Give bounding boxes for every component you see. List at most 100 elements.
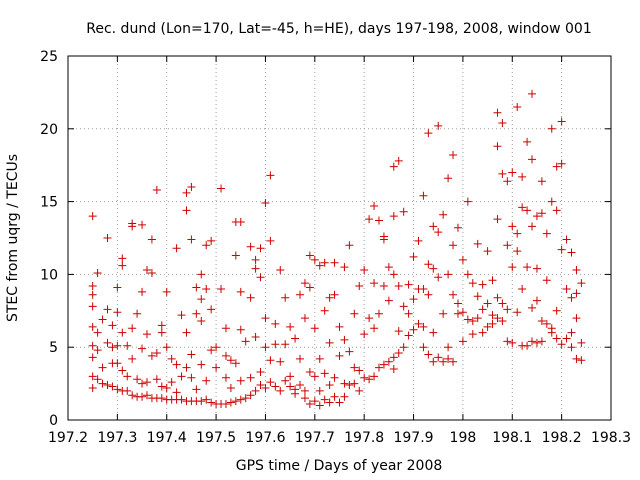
data-point-plus xyxy=(394,156,403,165)
data-point-plus xyxy=(330,373,339,382)
y-tick-label: 20 xyxy=(40,122,58,138)
data-point-plus xyxy=(271,319,280,328)
data-point-plus xyxy=(192,309,201,318)
data-point-plus xyxy=(458,337,467,346)
data-point-plus xyxy=(508,263,517,272)
data-point-plus xyxy=(325,338,334,347)
data-point-plus xyxy=(483,322,492,331)
data-point-plus xyxy=(434,273,443,282)
data-point-plus xyxy=(389,353,398,362)
data-point-plus xyxy=(320,258,329,267)
data-point-plus xyxy=(379,235,388,244)
data-point-plus xyxy=(197,360,206,369)
data-point-plus xyxy=(123,341,132,350)
data-point-plus xyxy=(360,330,369,339)
data-point-plus xyxy=(360,373,369,382)
data-point-plus xyxy=(562,334,571,343)
data-point-plus xyxy=(508,168,517,177)
data-point-plus xyxy=(296,290,305,299)
data-point-plus xyxy=(291,389,300,398)
data-point-plus xyxy=(123,372,132,381)
x-tick-label: 197.4 xyxy=(147,430,187,446)
data-point-plus xyxy=(138,344,147,353)
data-point-plus xyxy=(310,397,319,406)
data-point-plus xyxy=(434,121,443,130)
data-point-plus xyxy=(567,293,576,302)
data-point-plus xyxy=(478,280,487,289)
data-point-plus xyxy=(296,381,305,390)
data-point-plus xyxy=(547,124,556,133)
data-point-plus xyxy=(409,325,418,334)
data-point-plus xyxy=(320,395,329,404)
data-point-plus xyxy=(384,263,393,272)
data-point-plus xyxy=(88,282,97,291)
data-point-plus xyxy=(498,316,507,325)
data-point-plus xyxy=(212,343,221,352)
x-tick-label: 197.5 xyxy=(196,430,236,446)
data-point-plus xyxy=(350,379,359,388)
data-point-plus xyxy=(133,375,142,384)
data-point-plus xyxy=(355,386,364,395)
data-point-plus xyxy=(463,197,472,206)
data-point-plus xyxy=(88,372,97,381)
y-tick-label: 10 xyxy=(40,267,58,283)
data-point-plus xyxy=(532,212,541,221)
data-point-plus xyxy=(498,118,507,127)
x-tick-label: 197.8 xyxy=(344,430,384,446)
data-point-plus xyxy=(503,305,512,314)
data-point-plus xyxy=(439,357,448,366)
data-point-plus xyxy=(468,316,477,325)
data-point-plus xyxy=(414,319,423,328)
data-point-plus xyxy=(389,212,398,221)
data-point-plus xyxy=(123,386,132,395)
data-point-plus xyxy=(562,235,571,244)
data-point-plus xyxy=(88,212,97,221)
data-point-plus xyxy=(310,324,319,333)
y-tick-label: 0 xyxy=(49,413,58,429)
data-point-plus xyxy=(221,373,230,382)
data-point-plus xyxy=(187,373,196,382)
data-point-plus xyxy=(266,378,275,387)
data-point-plus xyxy=(108,343,117,352)
data-point-plus xyxy=(350,309,359,318)
data-point-plus xyxy=(256,367,265,376)
data-point-plus xyxy=(532,296,541,305)
data-point-plus xyxy=(429,264,438,273)
data-point-plus xyxy=(167,378,176,387)
data-point-plus xyxy=(518,172,527,181)
data-point-plus xyxy=(128,222,137,231)
data-point-plus xyxy=(88,383,97,392)
data-point-plus xyxy=(108,382,117,391)
data-point-plus xyxy=(300,314,309,323)
data-point-plus xyxy=(118,254,127,263)
data-point-plus xyxy=(384,296,393,305)
data-point-plus xyxy=(142,266,151,275)
tick-labels: 197.2 197.3 197.4 197.5 197.6 197.7 197.8 197.9… xyxy=(40,49,631,446)
data-point-plus xyxy=(325,293,334,302)
data-point-plus xyxy=(207,346,216,355)
data-point-plus xyxy=(429,357,438,366)
data-point-plus xyxy=(256,381,265,390)
data-point-plus xyxy=(142,378,151,387)
x-tick-label: 197.9 xyxy=(393,430,433,446)
data-point-plus xyxy=(572,266,581,275)
data-point-plus xyxy=(221,351,230,360)
data-point-plus xyxy=(251,255,260,264)
data-point-plus xyxy=(488,319,497,328)
data-point-plus xyxy=(399,343,408,352)
data-point-plus xyxy=(508,222,517,231)
data-point-plus xyxy=(217,184,226,193)
y-tick-label: 5 xyxy=(49,340,58,356)
data-point-plus xyxy=(340,263,349,272)
data-point-plus xyxy=(177,311,186,320)
data-point-plus xyxy=(370,279,379,288)
data-point-plus xyxy=(197,397,206,406)
data-point-plus xyxy=(172,388,181,397)
data-point-plus xyxy=(394,282,403,291)
data-point-plus xyxy=(88,290,97,299)
data-point-plus xyxy=(453,309,462,318)
data-point-plus xyxy=(542,319,551,328)
data-point-plus xyxy=(202,376,211,385)
data-point-plus xyxy=(197,270,206,279)
data-point-plus xyxy=(439,210,448,219)
